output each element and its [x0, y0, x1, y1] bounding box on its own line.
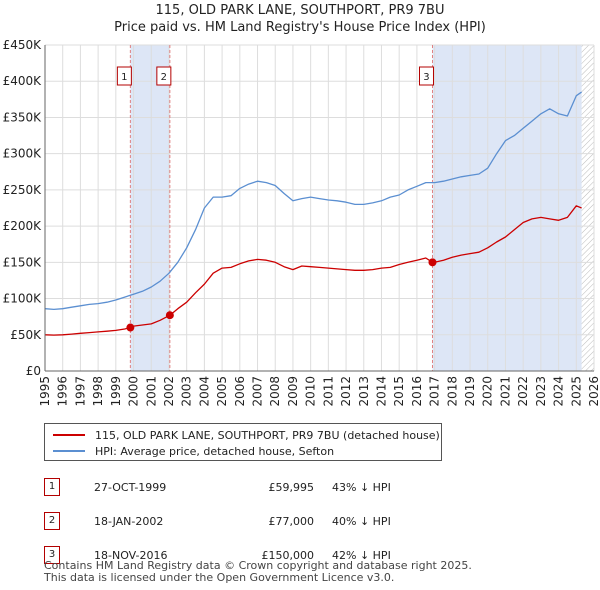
x-tick-label: 2022 [516, 376, 530, 407]
x-tick-label: 2019 [463, 376, 477, 407]
chart-title: 115, OLD PARK LANE, SOUTHPORT, PR9 7BU P… [0, 2, 600, 36]
sale-marker-label: 2 [161, 72, 167, 83]
ownership-shade [432, 45, 582, 371]
sale-marker-box [156, 66, 172, 86]
y-tick-label: £150K [3, 255, 43, 269]
sale-hpi-diff: 42% ↓ HPI [332, 548, 391, 562]
footer-line-1: Contains HM Land Registry data © Crown c… [44, 559, 472, 572]
x-tick-label: 1995 [38, 376, 52, 407]
x-tick-label: 1996 [56, 376, 70, 407]
table-row: 1 27-OCT-1999 £59,995 43% ↓ HPI [44, 470, 442, 504]
ownership-shade [130, 45, 170, 371]
x-tick-label: 2003 [180, 376, 194, 407]
x-tick-label: 1998 [91, 376, 105, 407]
sale-date: 18-NOV-2016 [94, 548, 168, 562]
legend-item-hpi: HPI: Average price, detached house, Seft… [53, 443, 334, 459]
sale-marker-label: 1 [121, 72, 127, 83]
y-tick-label: £0 [26, 364, 41, 378]
x-tick-label: 2002 [162, 376, 176, 407]
sale-number-badge: 1 [44, 478, 60, 496]
sale-number-badge: 3 [44, 546, 60, 564]
y-tick-label: £450K [3, 38, 43, 52]
x-tick-label: 2026 [587, 376, 600, 407]
table-row: 3 18-NOV-2016 £150,000 42% ↓ HPI [44, 538, 442, 572]
table-row: 2 18-JAN-2002 £77,000 40% ↓ HPI [44, 504, 442, 538]
hpi-series-line [45, 91, 582, 311]
sale-price: £59,995 [268, 480, 315, 494]
y-tick-label: £250K [3, 183, 43, 197]
y-tick-label: £300K [3, 147, 43, 161]
x-tick-label: 2008 [268, 376, 282, 407]
y-tick-label: £400K [3, 74, 43, 88]
footer-line-2: This data is licensed under the Open Gov… [44, 571, 395, 584]
x-tick-label: 2015 [392, 376, 406, 407]
legend-item-property: 115, OLD PARK LANE, SOUTHPORT, PR9 7BU (… [53, 427, 440, 443]
legend-swatch-hpi [53, 450, 85, 452]
x-tick-label: 2017 [428, 376, 442, 407]
sale-price: £77,000 [268, 514, 315, 528]
x-tick-label: 2010 [304, 376, 318, 407]
sales-table: 1 27-OCT-1999 £59,995 43% ↓ HPI 2 18-JAN… [44, 470, 442, 572]
x-tick-label: 2012 [339, 376, 353, 407]
title-line-1: 115, OLD PARK LANE, SOUTHPORT, PR9 7BU [155, 3, 445, 18]
x-tick-label: 2013 [357, 376, 371, 407]
x-tick-label: 2014 [374, 376, 388, 407]
title-line-2: Price paid vs. HM Land Registry's House … [114, 20, 486, 35]
x-tick-label: 2021 [498, 376, 512, 407]
x-tick-label: 2006 [233, 376, 247, 407]
x-tick-label: 2011 [321, 376, 335, 407]
x-tick-label: 2000 [127, 376, 141, 407]
legend-swatch-property [53, 434, 85, 436]
legend-label-property: 115, OLD PARK LANE, SOUTHPORT, PR9 7BU (… [95, 428, 440, 442]
sale-point [126, 323, 135, 332]
x-tick-label: 2024 [552, 376, 566, 407]
y-tick-label: £350K [3, 110, 43, 124]
sale-date: 27-OCT-1999 [94, 480, 167, 494]
x-tick-label: 2009 [286, 376, 300, 407]
x-tick-label: 2005 [215, 376, 229, 407]
price-chart: £0 £50K £100K £150K £200K £250K £300K £350K £400… [3, 38, 600, 407]
sale-marker-box [418, 66, 434, 86]
sale-point [428, 258, 437, 267]
sale-marker-box [116, 66, 132, 86]
x-tick-label: 2001 [144, 376, 158, 407]
sale-price: £150,000 [261, 548, 315, 562]
x-tick-label: 2007 [251, 376, 265, 407]
x-tick-label: 2004 [197, 376, 211, 407]
sale-hpi-diff: 43% ↓ HPI [332, 480, 391, 494]
x-tick-label: 2018 [445, 376, 459, 407]
sale-number-badge: 2 [44, 512, 60, 530]
x-tick-label: 2016 [410, 376, 424, 407]
x-tick-label: 1999 [109, 376, 123, 407]
y-tick-label: £100K [3, 292, 43, 306]
legend-label-hpi: HPI: Average price, detached house, Seft… [95, 444, 335, 458]
sale-marker-label: 3 [423, 72, 429, 83]
x-tick-label: 2023 [534, 376, 548, 407]
x-tick-label: 2025 [569, 376, 583, 407]
x-tick-label: 2020 [481, 376, 495, 407]
forecast-hatch [581, 45, 594, 371]
chart-legend: 115, OLD PARK LANE, SOUTHPORT, PR9 7BU (… [44, 423, 442, 461]
sale-date: 18-JAN-2002 [94, 514, 164, 528]
sale-hpi-diff: 40% ↓ HPI [332, 514, 391, 528]
x-tick-label: 1997 [73, 376, 87, 407]
y-tick-label: £200K [3, 219, 43, 233]
sale-point [165, 311, 174, 320]
footer-notice: Contains HM Land Registry data © Crown c… [44, 560, 472, 584]
y-tick-label: £50K [10, 328, 42, 342]
